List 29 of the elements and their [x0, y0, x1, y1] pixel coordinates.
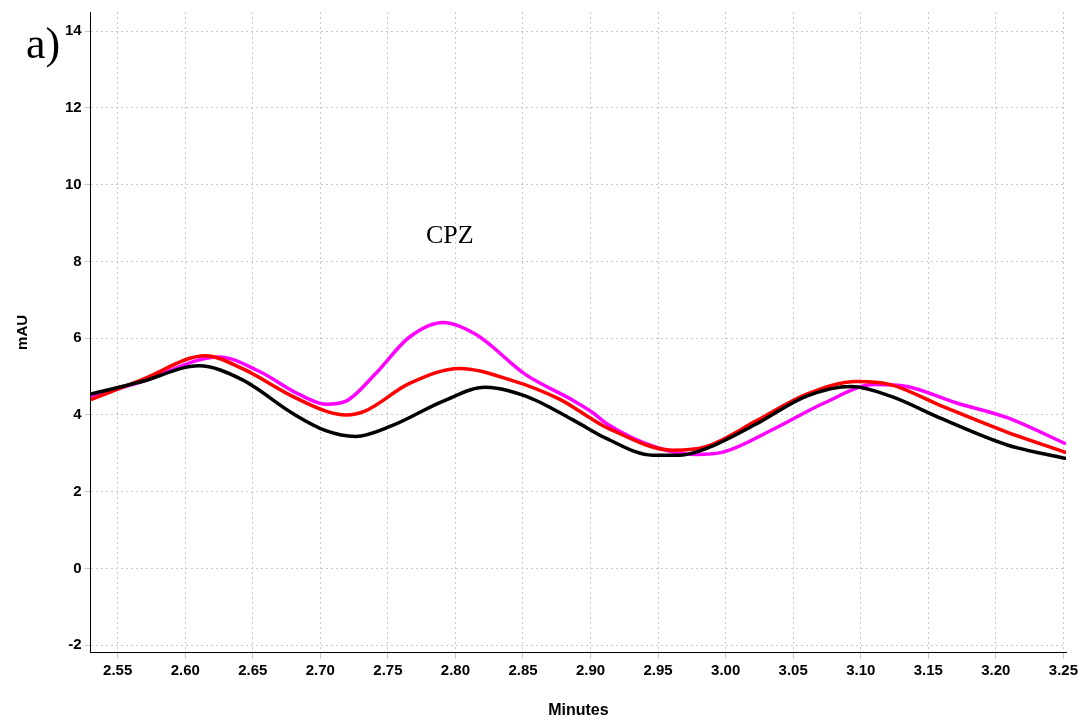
- y-tick-label: 10: [65, 174, 82, 192]
- x-axis-title: Minutes: [548, 700, 609, 718]
- y-tick-label: 0: [73, 558, 82, 576]
- x-tick-label: 2.75: [373, 660, 403, 678]
- x-tick-label: 3.05: [778, 660, 808, 678]
- y-tick-label: -2: [68, 635, 82, 653]
- y-tick-label: 12: [65, 98, 82, 116]
- x-tick-label: 2.70: [305, 660, 335, 678]
- x-tick-label: 2.90: [575, 660, 606, 678]
- y-axis-title: mAU: [13, 314, 31, 350]
- text: a): [26, 18, 61, 69]
- y-tick-label: 4: [73, 405, 83, 423]
- x-tick-label: 2.95: [643, 660, 673, 678]
- x-tick-label: 3.10: [846, 660, 876, 678]
- y-tick-label: 14: [65, 21, 83, 39]
- x-tick-label: 3.15: [913, 660, 943, 678]
- y-tick-label: 2: [73, 481, 82, 499]
- x-tick-label: 2.85: [508, 660, 538, 678]
- x-tick-label: 2.60: [170, 660, 200, 678]
- x-tick-label: 3.25: [1048, 660, 1078, 678]
- x-tick-label: 3.20: [981, 660, 1011, 678]
- x-tick-label: 2.80: [440, 660, 471, 678]
- y-tick-label: 6: [73, 328, 82, 346]
- y-tick-label: 8: [73, 251, 82, 269]
- line-series: [90, 354, 1067, 454]
- annotation: CPZ: [426, 220, 474, 250]
- x-tick-label: 3.00: [711, 660, 741, 678]
- x-tick-label: 2.55: [103, 660, 133, 678]
- x-tick-label: 2.65: [238, 660, 268, 678]
